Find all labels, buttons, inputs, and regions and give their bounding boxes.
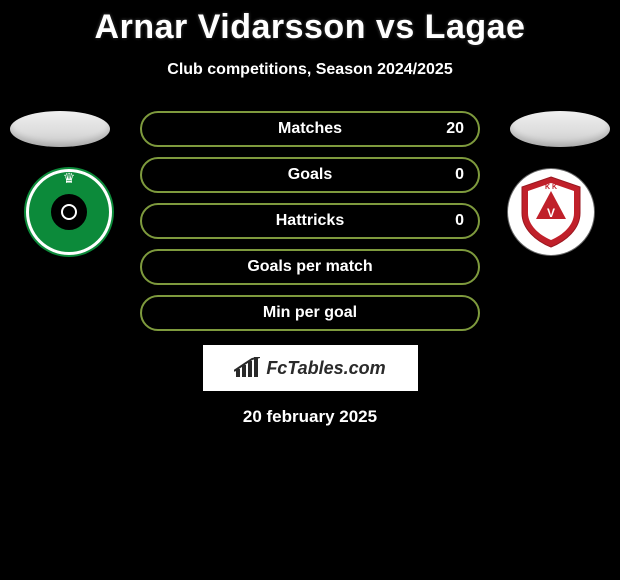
stat-bar-min-per-goal: Min per goal	[140, 295, 480, 331]
stat-label: Min per goal	[263, 304, 357, 322]
stat-label: Goals per match	[247, 258, 372, 276]
svg-text:V: V	[547, 206, 555, 220]
bar-chart-icon	[234, 357, 260, 379]
club-left-logo: ♛	[26, 169, 112, 255]
flag-right-oval	[510, 111, 610, 147]
flag-left-oval	[10, 111, 110, 147]
stat-bar-goals: Goals 0	[140, 157, 480, 193]
stat-bar-matches: Matches 20	[140, 111, 480, 147]
stat-bars: Matches 20 Goals 0 Hattricks 0 Goals per…	[140, 111, 480, 331]
club-right-logo: K K V	[508, 169, 594, 255]
stat-right-value: 20	[446, 120, 464, 138]
svg-text:K K: K K	[545, 184, 557, 191]
comparison-subtitle: Club competitions, Season 2024/2025	[0, 61, 620, 79]
stat-bar-hattricks: Hattricks 0	[140, 203, 480, 239]
watermark-text: FcTables.com	[266, 358, 385, 379]
comparison-date: 20 february 2025	[0, 407, 620, 427]
watermark: FcTables.com	[203, 345, 418, 391]
stat-label: Matches	[278, 120, 342, 138]
stat-label: Hattricks	[276, 212, 344, 230]
inner-dot-icon	[63, 206, 75, 218]
shield-icon: K K V	[508, 169, 594, 255]
comparison-title: Arnar Vidarsson vs Lagae	[0, 0, 620, 47]
stats-area: ♛ K K V Matches 20 Goals 0 Hattricks 0	[0, 111, 620, 427]
crown-icon: ♛	[63, 170, 76, 187]
stat-right-value: 0	[455, 166, 464, 184]
stat-label: Goals	[288, 166, 332, 184]
stat-right-value: 0	[455, 212, 464, 230]
stat-bar-goals-per-match: Goals per match	[140, 249, 480, 285]
